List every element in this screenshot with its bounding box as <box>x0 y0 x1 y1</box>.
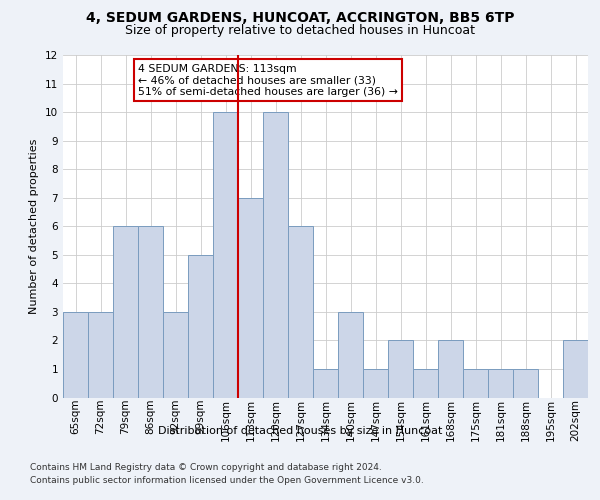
Bar <box>213 112 238 398</box>
Bar <box>63 312 88 398</box>
Bar <box>513 369 538 398</box>
Bar <box>288 226 313 398</box>
Bar <box>413 369 438 398</box>
Text: Contains public sector information licensed under the Open Government Licence v3: Contains public sector information licen… <box>30 476 424 485</box>
Bar <box>263 112 288 398</box>
Text: 4, SEDUM GARDENS, HUNCOAT, ACCRINGTON, BB5 6TP: 4, SEDUM GARDENS, HUNCOAT, ACCRINGTON, B… <box>86 11 514 25</box>
Bar <box>438 340 463 398</box>
Bar <box>363 369 388 398</box>
Bar <box>238 198 263 398</box>
Bar <box>563 340 588 398</box>
Bar <box>338 312 363 398</box>
Bar <box>313 369 338 398</box>
Y-axis label: Number of detached properties: Number of detached properties <box>29 138 40 314</box>
Bar <box>113 226 138 398</box>
Bar <box>463 369 488 398</box>
Bar <box>388 340 413 398</box>
Text: Contains HM Land Registry data © Crown copyright and database right 2024.: Contains HM Land Registry data © Crown c… <box>30 462 382 471</box>
Text: Size of property relative to detached houses in Huncoat: Size of property relative to detached ho… <box>125 24 475 37</box>
Bar <box>88 312 113 398</box>
Bar <box>188 255 213 398</box>
Bar <box>163 312 188 398</box>
Text: 4 SEDUM GARDENS: 113sqm
← 46% of detached houses are smaller (33)
51% of semi-de: 4 SEDUM GARDENS: 113sqm ← 46% of detache… <box>138 64 398 97</box>
Bar <box>138 226 163 398</box>
Text: Distribution of detached houses by size in Huncoat: Distribution of detached houses by size … <box>158 426 442 436</box>
Bar <box>488 369 513 398</box>
